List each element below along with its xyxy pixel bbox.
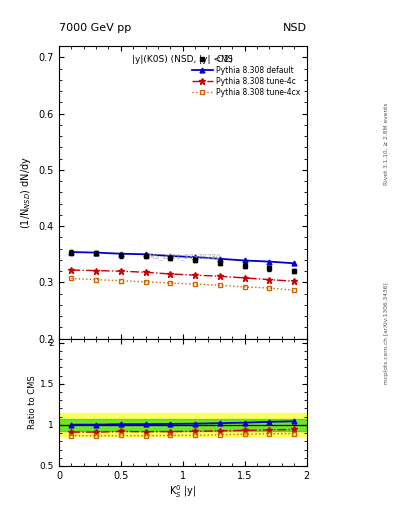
- Text: NSD: NSD: [283, 23, 307, 33]
- Legend: CMS, Pythia 8.308 default, Pythia 8.308 tune-4c, Pythia 8.308 tune-4cx: CMS, Pythia 8.308 default, Pythia 8.308 …: [189, 53, 303, 99]
- Text: Rivet 3.1.10, ≥ 2.8M events: Rivet 3.1.10, ≥ 2.8M events: [384, 102, 389, 185]
- Text: CMS_2011_S8978280: CMS_2011_S8978280: [145, 253, 221, 260]
- Y-axis label: Ratio to CMS: Ratio to CMS: [28, 375, 37, 429]
- Bar: [59, 419, 307, 431]
- Text: 7000 GeV pp: 7000 GeV pp: [59, 23, 131, 33]
- Bar: [59, 413, 307, 436]
- X-axis label: K$^0_S$ |y|: K$^0_S$ |y|: [169, 483, 196, 500]
- Text: |y|(K0S) (NSD, |y| < 2): |y|(K0S) (NSD, |y| < 2): [132, 55, 233, 64]
- Text: mcplots.cern.ch [arXiv:1306.3436]: mcplots.cern.ch [arXiv:1306.3436]: [384, 282, 389, 383]
- Y-axis label: (1/N$_{NSD}$) dN/dy: (1/N$_{NSD}$) dN/dy: [19, 156, 33, 229]
